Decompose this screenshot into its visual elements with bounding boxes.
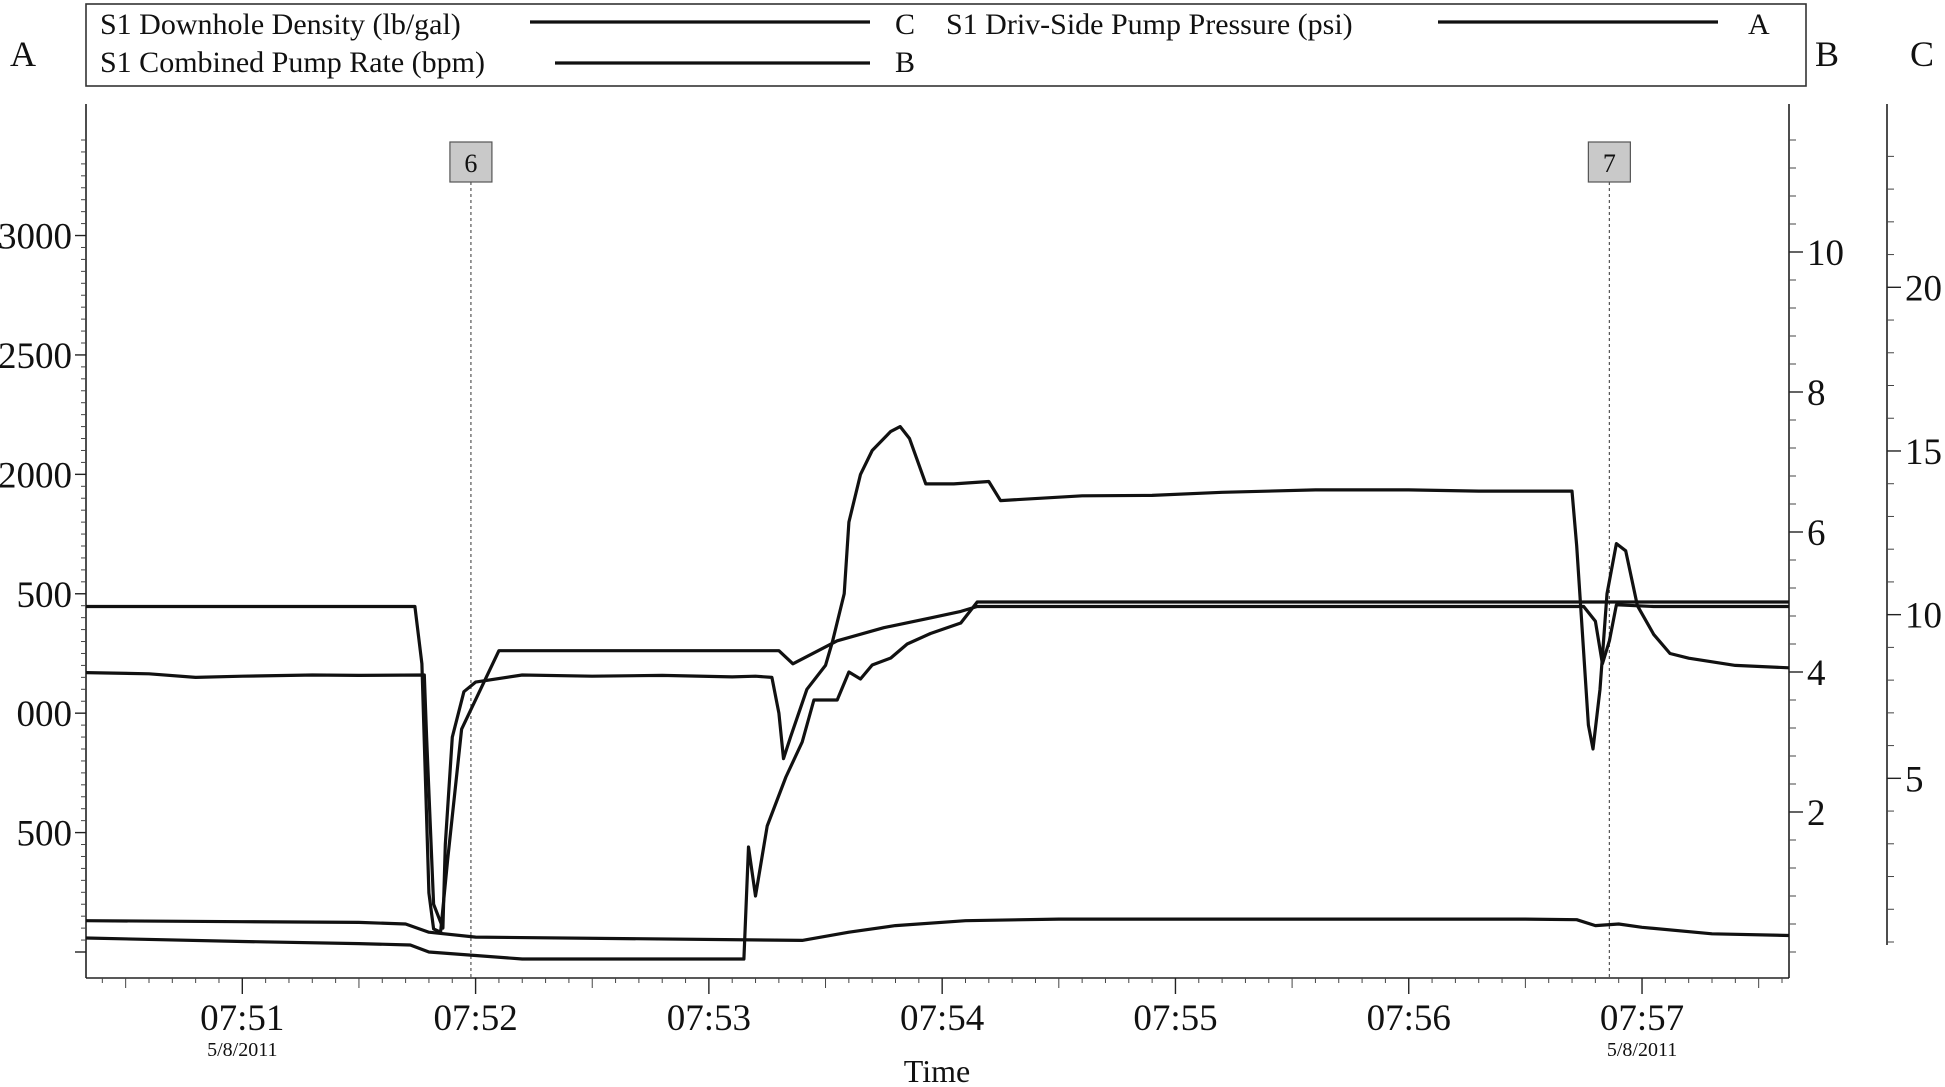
- axis-c-tick-label: 5: [1905, 759, 1924, 800]
- legend-axis-rate: B: [895, 46, 915, 79]
- x-tick-date: 5/8/2011: [207, 1039, 277, 1061]
- series-line-3: [85, 600, 1789, 961]
- axis-c-tick-label: 20: [1905, 268, 1942, 309]
- event-marker-label: 6: [464, 149, 477, 178]
- x-tick-date: 5/8/2011: [1607, 1039, 1677, 1061]
- axis-a-tick-label: 3000: [0, 217, 72, 258]
- axis-a-ticks: 500 000 500 2000 2500 3000: [0, 139, 86, 953]
- legend-label-rate: S1 Combined Pump Rate (bpm): [100, 46, 485, 79]
- legend-label-density: S1 Downhole Density (lb/gal): [100, 8, 461, 41]
- legend-label-pressure: S1 Driv-Side Pump Pressure (psi): [946, 8, 1353, 41]
- axis-c-ticks: 5 10 15 20: [1887, 155, 1942, 943]
- x-tick-label: 07:51: [200, 998, 284, 1039]
- x-tick-label: 07:54: [900, 998, 984, 1039]
- axis-a-tick-label: 500: [17, 814, 73, 855]
- axis-b-tick-label: 6: [1807, 513, 1826, 554]
- x-tick-label: 07:55: [1133, 998, 1217, 1039]
- legend-axis-pressure: A: [1748, 8, 1770, 41]
- series-line-2: [85, 425, 1790, 930]
- axis-c-tick-label: 10: [1905, 596, 1942, 637]
- event-marker-box: [1587, 141, 1631, 183]
- series-line-1: [86, 603, 1789, 934]
- axis-b-tick-label: 4: [1807, 653, 1826, 694]
- legend-frame: [85, 3, 1807, 87]
- axis-b-tick-label: 2: [1807, 793, 1826, 834]
- axis-letter-b: B: [1815, 34, 1839, 74]
- x-tick-label: 07:52: [433, 998, 517, 1039]
- legend-axis-density: C: [895, 8, 915, 41]
- x-tick-label: 07:56: [1367, 998, 1451, 1039]
- x-tick-label: 07:57: [1600, 998, 1684, 1039]
- axis-letter-a: A: [10, 34, 36, 74]
- axis-b-tick-label: 8: [1807, 373, 1826, 414]
- axis-a-tick-label: 500: [17, 575, 73, 616]
- axis-a-tick-label: 000: [17, 694, 73, 735]
- axis-letter-c: C: [1910, 34, 1934, 74]
- axis-a-tick-label: 2000: [0, 455, 72, 496]
- series-layer: [85, 425, 1790, 961]
- legend: S1 Downhole Density (lb/gal) C S1 Driv-S…: [85, 3, 1807, 87]
- series-line-4: [85, 917, 1790, 943]
- x-tick-label: 07:53: [667, 998, 751, 1039]
- axis-c-tick-label: 15: [1905, 432, 1942, 473]
- x-axis-title: Time: [904, 1053, 970, 1087]
- event-marker-label: 7: [1603, 149, 1616, 178]
- event-marker-box: [449, 141, 493, 183]
- axis-a-tick-label: 2500: [0, 336, 72, 377]
- axis-b-ticks: 2 4 6 8 10: [1789, 139, 1844, 953]
- axis-b-tick-label: 10: [1807, 233, 1844, 274]
